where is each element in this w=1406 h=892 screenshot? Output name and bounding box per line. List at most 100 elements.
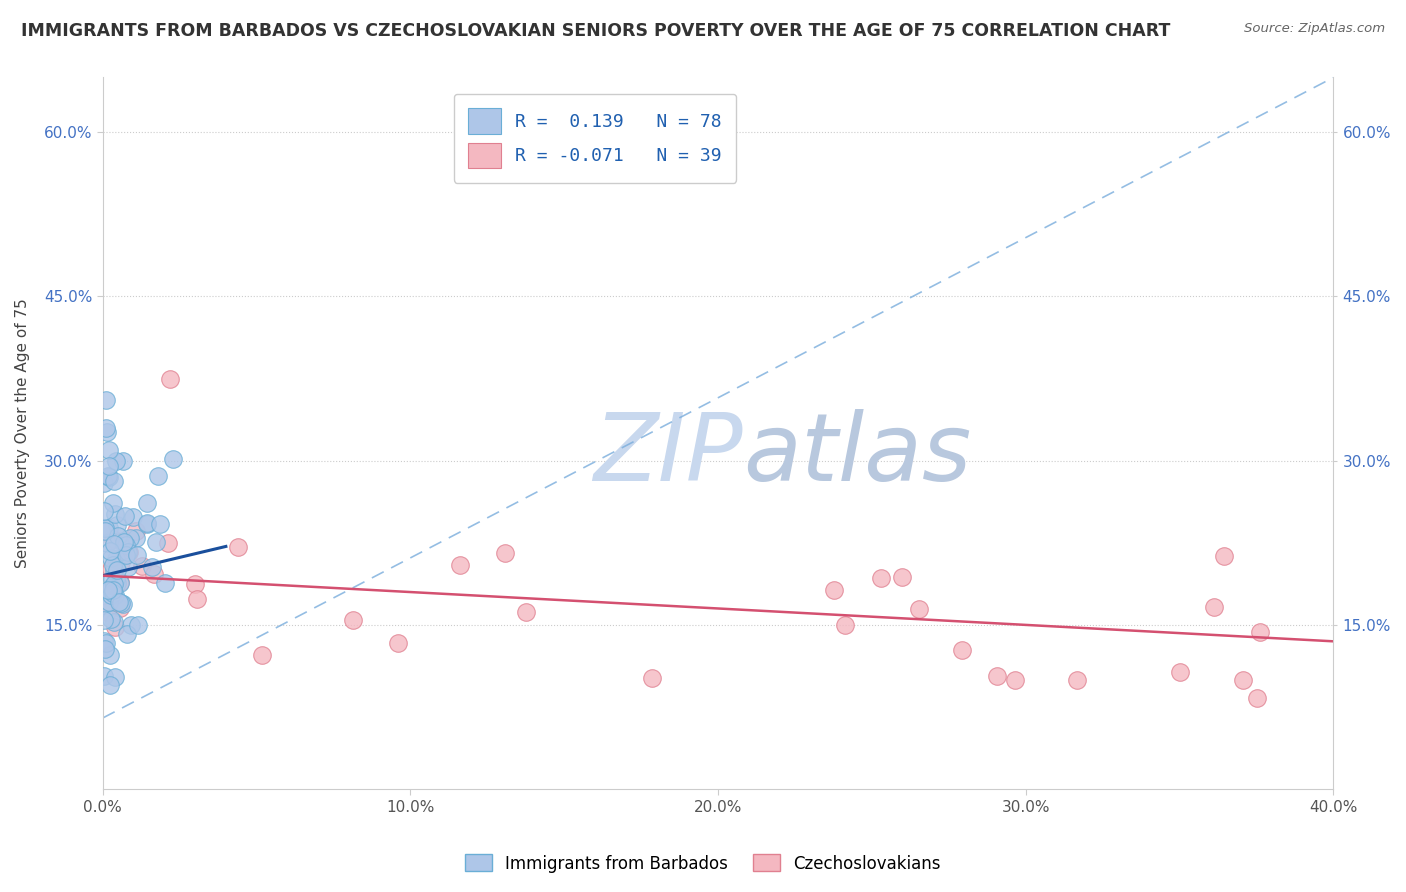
Point [93, 598, 115, 612]
Point [184, 577, 207, 591]
Point [1249, 624, 1271, 639]
Point [104, 620, 127, 634]
Point [101, 533, 124, 547]
Point [105, 453, 128, 467]
Point [101, 496, 124, 510]
Point [125, 524, 148, 538]
Point [103, 578, 125, 592]
Point [120, 618, 142, 632]
Point [159, 371, 181, 385]
Point [823, 583, 845, 598]
Point [156, 535, 179, 549]
Point [96, 425, 118, 440]
Point [891, 570, 914, 584]
Point [494, 546, 516, 560]
Point [98, 648, 121, 662]
Point [110, 555, 132, 569]
Point [1232, 673, 1254, 687]
Point [342, 613, 364, 627]
Point [104, 588, 127, 602]
Point [136, 516, 159, 531]
Point [103, 615, 125, 629]
Point [1212, 549, 1234, 564]
Point [93, 504, 115, 518]
Point [127, 617, 149, 632]
Point [93, 613, 115, 627]
Point [387, 636, 409, 650]
Point [117, 560, 139, 574]
Point [115, 627, 138, 641]
Point [112, 534, 135, 549]
Point [186, 592, 208, 607]
Point [104, 552, 127, 566]
Point [114, 509, 136, 524]
Point [141, 560, 163, 574]
Point [111, 453, 134, 467]
Point [97, 459, 120, 474]
Point [97, 469, 120, 483]
Point [108, 575, 131, 590]
Point [108, 574, 131, 589]
Point [117, 544, 139, 558]
Point [104, 670, 127, 684]
Point [117, 544, 139, 558]
Point [153, 576, 176, 591]
Point [100, 550, 122, 565]
Point [103, 537, 125, 551]
Point [94, 521, 117, 535]
Y-axis label: Seniors Poverty Over the Age of 75: Seniors Poverty Over the Age of 75 [15, 299, 30, 568]
Point [114, 549, 136, 563]
Point [146, 468, 169, 483]
Point [97, 595, 120, 609]
Point [1204, 599, 1226, 614]
Point [101, 558, 124, 573]
Point [97, 583, 120, 598]
Point [125, 531, 148, 545]
Point [143, 566, 166, 581]
Point [107, 518, 129, 533]
Point [103, 576, 125, 591]
Legend: R =  0.139   N = 78, R = -0.071   N = 39: R = 0.139 N = 78, R = -0.071 N = 39 [454, 94, 737, 183]
Point [226, 540, 249, 554]
Point [1168, 665, 1191, 679]
Point [105, 575, 128, 590]
Point [449, 558, 471, 572]
Point [107, 529, 129, 543]
Point [105, 559, 128, 574]
Point [1066, 673, 1088, 687]
Point [97, 470, 120, 484]
Point [118, 532, 141, 546]
Point [93, 669, 115, 683]
Point [100, 588, 122, 602]
Point [986, 669, 1008, 683]
Point [94, 393, 117, 408]
Point [97, 442, 120, 457]
Point [94, 642, 117, 657]
Point [98, 543, 121, 558]
Text: IMMIGRANTS FROM BARBADOS VS CZECHOSLOVAKIAN SENIORS POVERTY OVER THE AGE OF 75 C: IMMIGRANTS FROM BARBADOS VS CZECHOSLOVAK… [21, 22, 1170, 40]
Point [100, 612, 122, 626]
Point [100, 581, 122, 595]
Point [131, 559, 153, 574]
Point [515, 605, 537, 619]
Point [136, 496, 159, 510]
Point [250, 648, 273, 662]
Point [149, 516, 172, 531]
Point [1004, 673, 1026, 687]
Point [100, 572, 122, 586]
Point [112, 598, 135, 612]
Point [641, 671, 664, 685]
Text: ZIP: ZIP [593, 409, 742, 500]
Point [93, 475, 115, 490]
Point [103, 563, 125, 577]
Point [125, 548, 148, 562]
Point [110, 600, 132, 615]
Point [114, 549, 136, 563]
Point [100, 562, 122, 576]
Point [108, 595, 131, 609]
Text: Source: ZipAtlas.com: Source: ZipAtlas.com [1244, 22, 1385, 36]
Point [104, 507, 127, 521]
Point [908, 601, 931, 615]
Point [98, 678, 121, 692]
Point [103, 474, 125, 488]
